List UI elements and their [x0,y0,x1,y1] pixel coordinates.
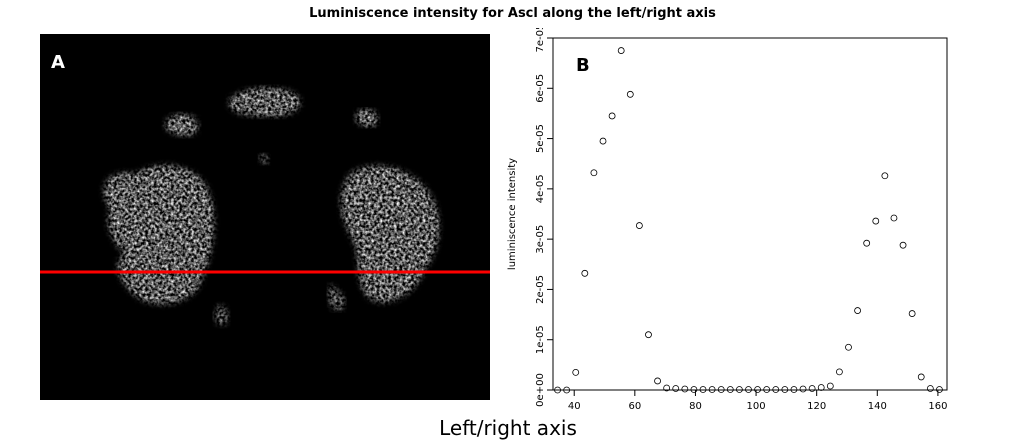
data-point [817,384,825,391]
data-point [826,382,834,390]
data-point [672,385,680,392]
panel-a-label: A [51,52,65,73]
data-point [654,377,661,385]
y-tick-label: 5e-05 [535,124,546,153]
data-point [563,386,571,394]
data-point [708,386,716,393]
data-point [772,386,780,393]
data-point [726,386,734,393]
y-tick-label: 2e-05 [535,275,546,304]
data-point [854,307,861,314]
y-tick-label: 7e-05 [535,28,546,52]
x-tick-label: 40 [568,401,581,412]
luminescence-image [40,87,490,326]
data-point [872,217,880,225]
y-tick-label: 1e-05 [535,325,546,354]
scatter-plot: 40 60 80 100 120 140 160 0e+00 1e-05 2e-05 3e-05 4… [507,24,948,412]
plot-frame [552,37,948,391]
data-point [681,385,689,393]
data-point [845,343,852,351]
data-point [635,222,643,229]
data-point [899,241,907,249]
data-points [554,47,943,394]
data-point [763,386,771,393]
y-axis-label: luminiscence intensity [507,158,518,270]
y-tick-label: 3e-05 [535,225,546,254]
data-point [745,386,752,393]
panel-b-plot: 40 60 80 100 120 140 160 0e+00 1e-05 2e-05 3e-05 4… [500,24,1005,427]
data-point [608,112,616,120]
data-point [781,386,789,393]
data-point [599,137,607,145]
data-point [690,386,698,393]
data-point [645,331,652,339]
data-point [863,239,871,247]
panel-b-label: B [576,55,590,76]
data-point [881,172,889,180]
x-tick-label: 120 [807,401,826,412]
data-point [917,373,925,381]
data-point [581,269,589,277]
x-tick-label: 160 [928,401,947,412]
y-tick-label: 6e-05 [535,74,546,103]
data-point [890,214,898,222]
x-tick-label: 100 [747,401,766,412]
y-axis: 0e+00 1e-05 2e-05 3e-05 4e-05 5e-05 6e-05 7e-05 [535,24,553,407]
x-axis-label: Left/right axis [439,416,577,440]
data-point [926,385,934,392]
data-point [799,385,807,393]
data-point [572,368,580,376]
data-point [754,386,761,393]
x-tick-label: 80 [689,401,702,412]
data-point [699,386,707,393]
y-tick-label: 0e+00 [535,373,546,407]
data-point [617,47,625,54]
data-point [590,169,598,177]
x-tick-label: 60 [628,401,641,412]
y-tick-label: 4e-05 [535,174,546,203]
data-point [836,368,843,376]
panel-a-image: A [40,34,490,400]
data-point [663,384,671,392]
data-point [790,386,798,393]
data-point [936,386,943,393]
data-point [735,386,743,393]
data-point [626,90,634,98]
x-tick-label: 140 [868,401,887,412]
data-point [554,386,561,394]
x-axis: 40 60 80 100 120 140 160 [568,390,947,412]
data-point [908,310,916,317]
data-point [808,385,816,392]
chart-title: Luminiscence intensity for Ascl along th… [309,6,716,21]
data-point [717,386,725,393]
